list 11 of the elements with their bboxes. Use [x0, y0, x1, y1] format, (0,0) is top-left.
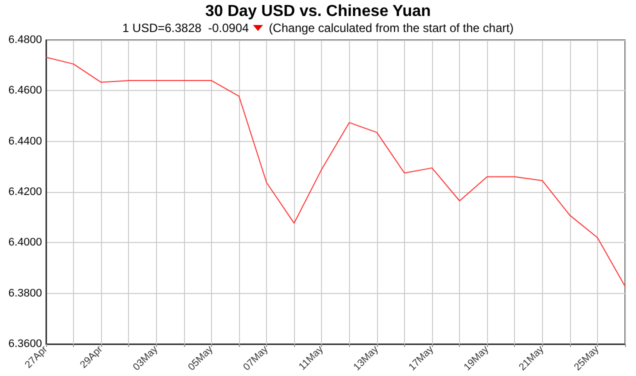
y-tick-label: 6.4000 [8, 236, 42, 249]
y-tick-label: 6.4400 [8, 135, 42, 148]
y-tick-label: 6.4600 [8, 84, 42, 97]
y-tick-label: 6.4800 [8, 34, 42, 46]
line-series [46, 56, 626, 287]
chart-subtitle: 1 USD=6.3828 -0.0904 [122, 21, 249, 35]
y-tick-label: 6.3800 [8, 287, 42, 300]
chart-title: 30 Day USD vs. Chinese Yuan [204, 3, 432, 21]
y-tick-label: 6.4200 [8, 186, 42, 198]
text: (Change calculated from the start of the chart) [268, 21, 514, 35]
y-tick-label: 6.3600 [8, 338, 42, 350]
